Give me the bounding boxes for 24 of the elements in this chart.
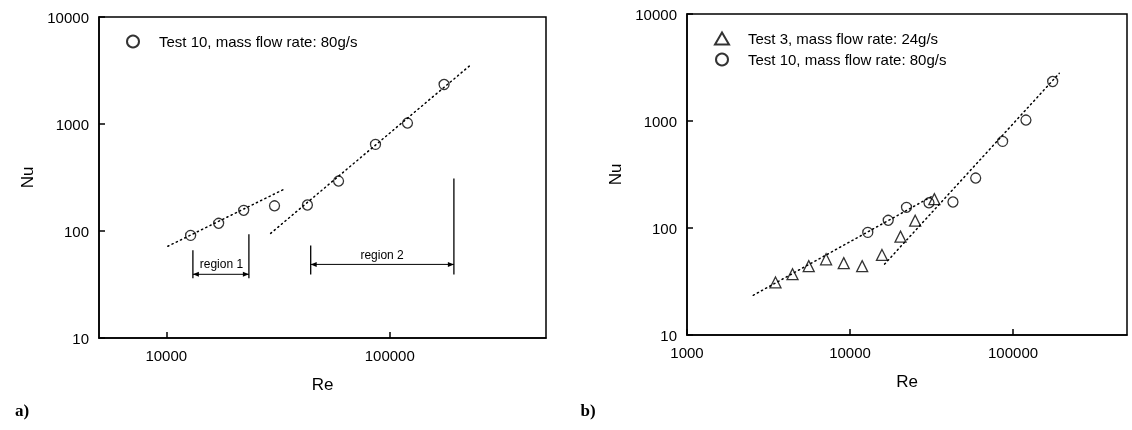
y-tick-label: 10000	[47, 8, 89, 26]
x-tick-label: 10000	[829, 344, 871, 361]
text: b)	[580, 400, 596, 420]
y-tick-label: 1000	[55, 115, 89, 133]
y-axis-title: Nu	[18, 166, 38, 189]
y-axis-title: Nu	[606, 163, 626, 186]
y-tick-label: 10	[72, 329, 89, 347]
x-tick-label: 100000	[364, 347, 415, 364]
legend-label: Test 3, mass flow rate: 24g/s	[748, 30, 939, 47]
x-tick-label: 1000	[670, 344, 704, 361]
y-tick-label: 1000	[643, 112, 677, 130]
text: a)	[14, 400, 30, 420]
annotation: region 1	[199, 257, 244, 272]
legend-label: Test 10, mass flow rate: 80g/s	[159, 33, 358, 50]
annotation: region 2	[360, 248, 405, 263]
x-tick-label: 100000	[988, 344, 1039, 361]
x-tick-label: 10000	[145, 347, 188, 364]
y-tick-label: 100	[651, 219, 677, 237]
x-axis-title: Re	[896, 372, 918, 391]
y-tick-label: 100	[63, 222, 89, 240]
y-tick-label: 10000	[635, 5, 677, 23]
x-axis-title: Re	[311, 375, 334, 394]
legend-label: Test 10, mass flow rate: 80g/s	[748, 51, 947, 68]
y-tick-label: 10	[660, 326, 677, 344]
